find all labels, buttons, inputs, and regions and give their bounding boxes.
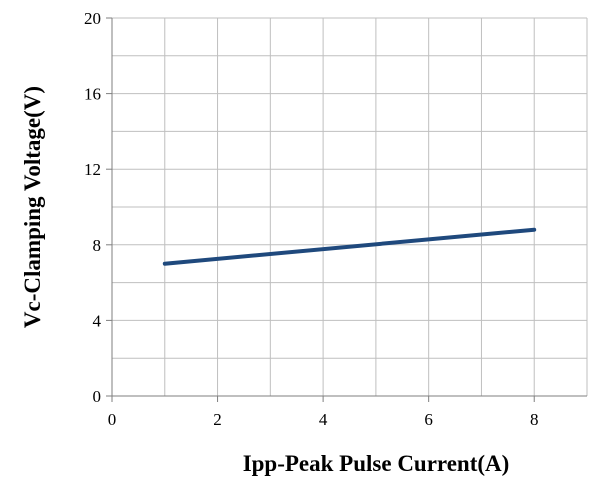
y-axis-title: Vc-Clamping Voltage(V) — [20, 86, 45, 328]
axes — [106, 17, 587, 402]
series-line — [162, 227, 537, 266]
x-tick-label: 0 — [108, 410, 117, 429]
y-tick-label: 4 — [93, 311, 102, 330]
tick-labels: 0 4 8 12 16 20 0 2 4 6 8 — [84, 9, 538, 429]
x-tick-label: 2 — [213, 410, 222, 429]
y-tick-label: 0 — [93, 387, 102, 406]
x-tick-label: 6 — [424, 410, 433, 429]
y-tick-label: 12 — [84, 160, 101, 179]
grid — [112, 17, 588, 396]
y-tick-label: 16 — [84, 85, 101, 104]
y-tick-label: 20 — [84, 9, 101, 28]
x-tick-label: 8 — [530, 410, 539, 429]
series-layer — [162, 227, 537, 266]
x-tick-label: 4 — [319, 410, 328, 429]
y-tick-label: 8 — [93, 236, 102, 255]
x-axis-title: Ipp-Peak Pulse Current(A) — [243, 451, 510, 476]
